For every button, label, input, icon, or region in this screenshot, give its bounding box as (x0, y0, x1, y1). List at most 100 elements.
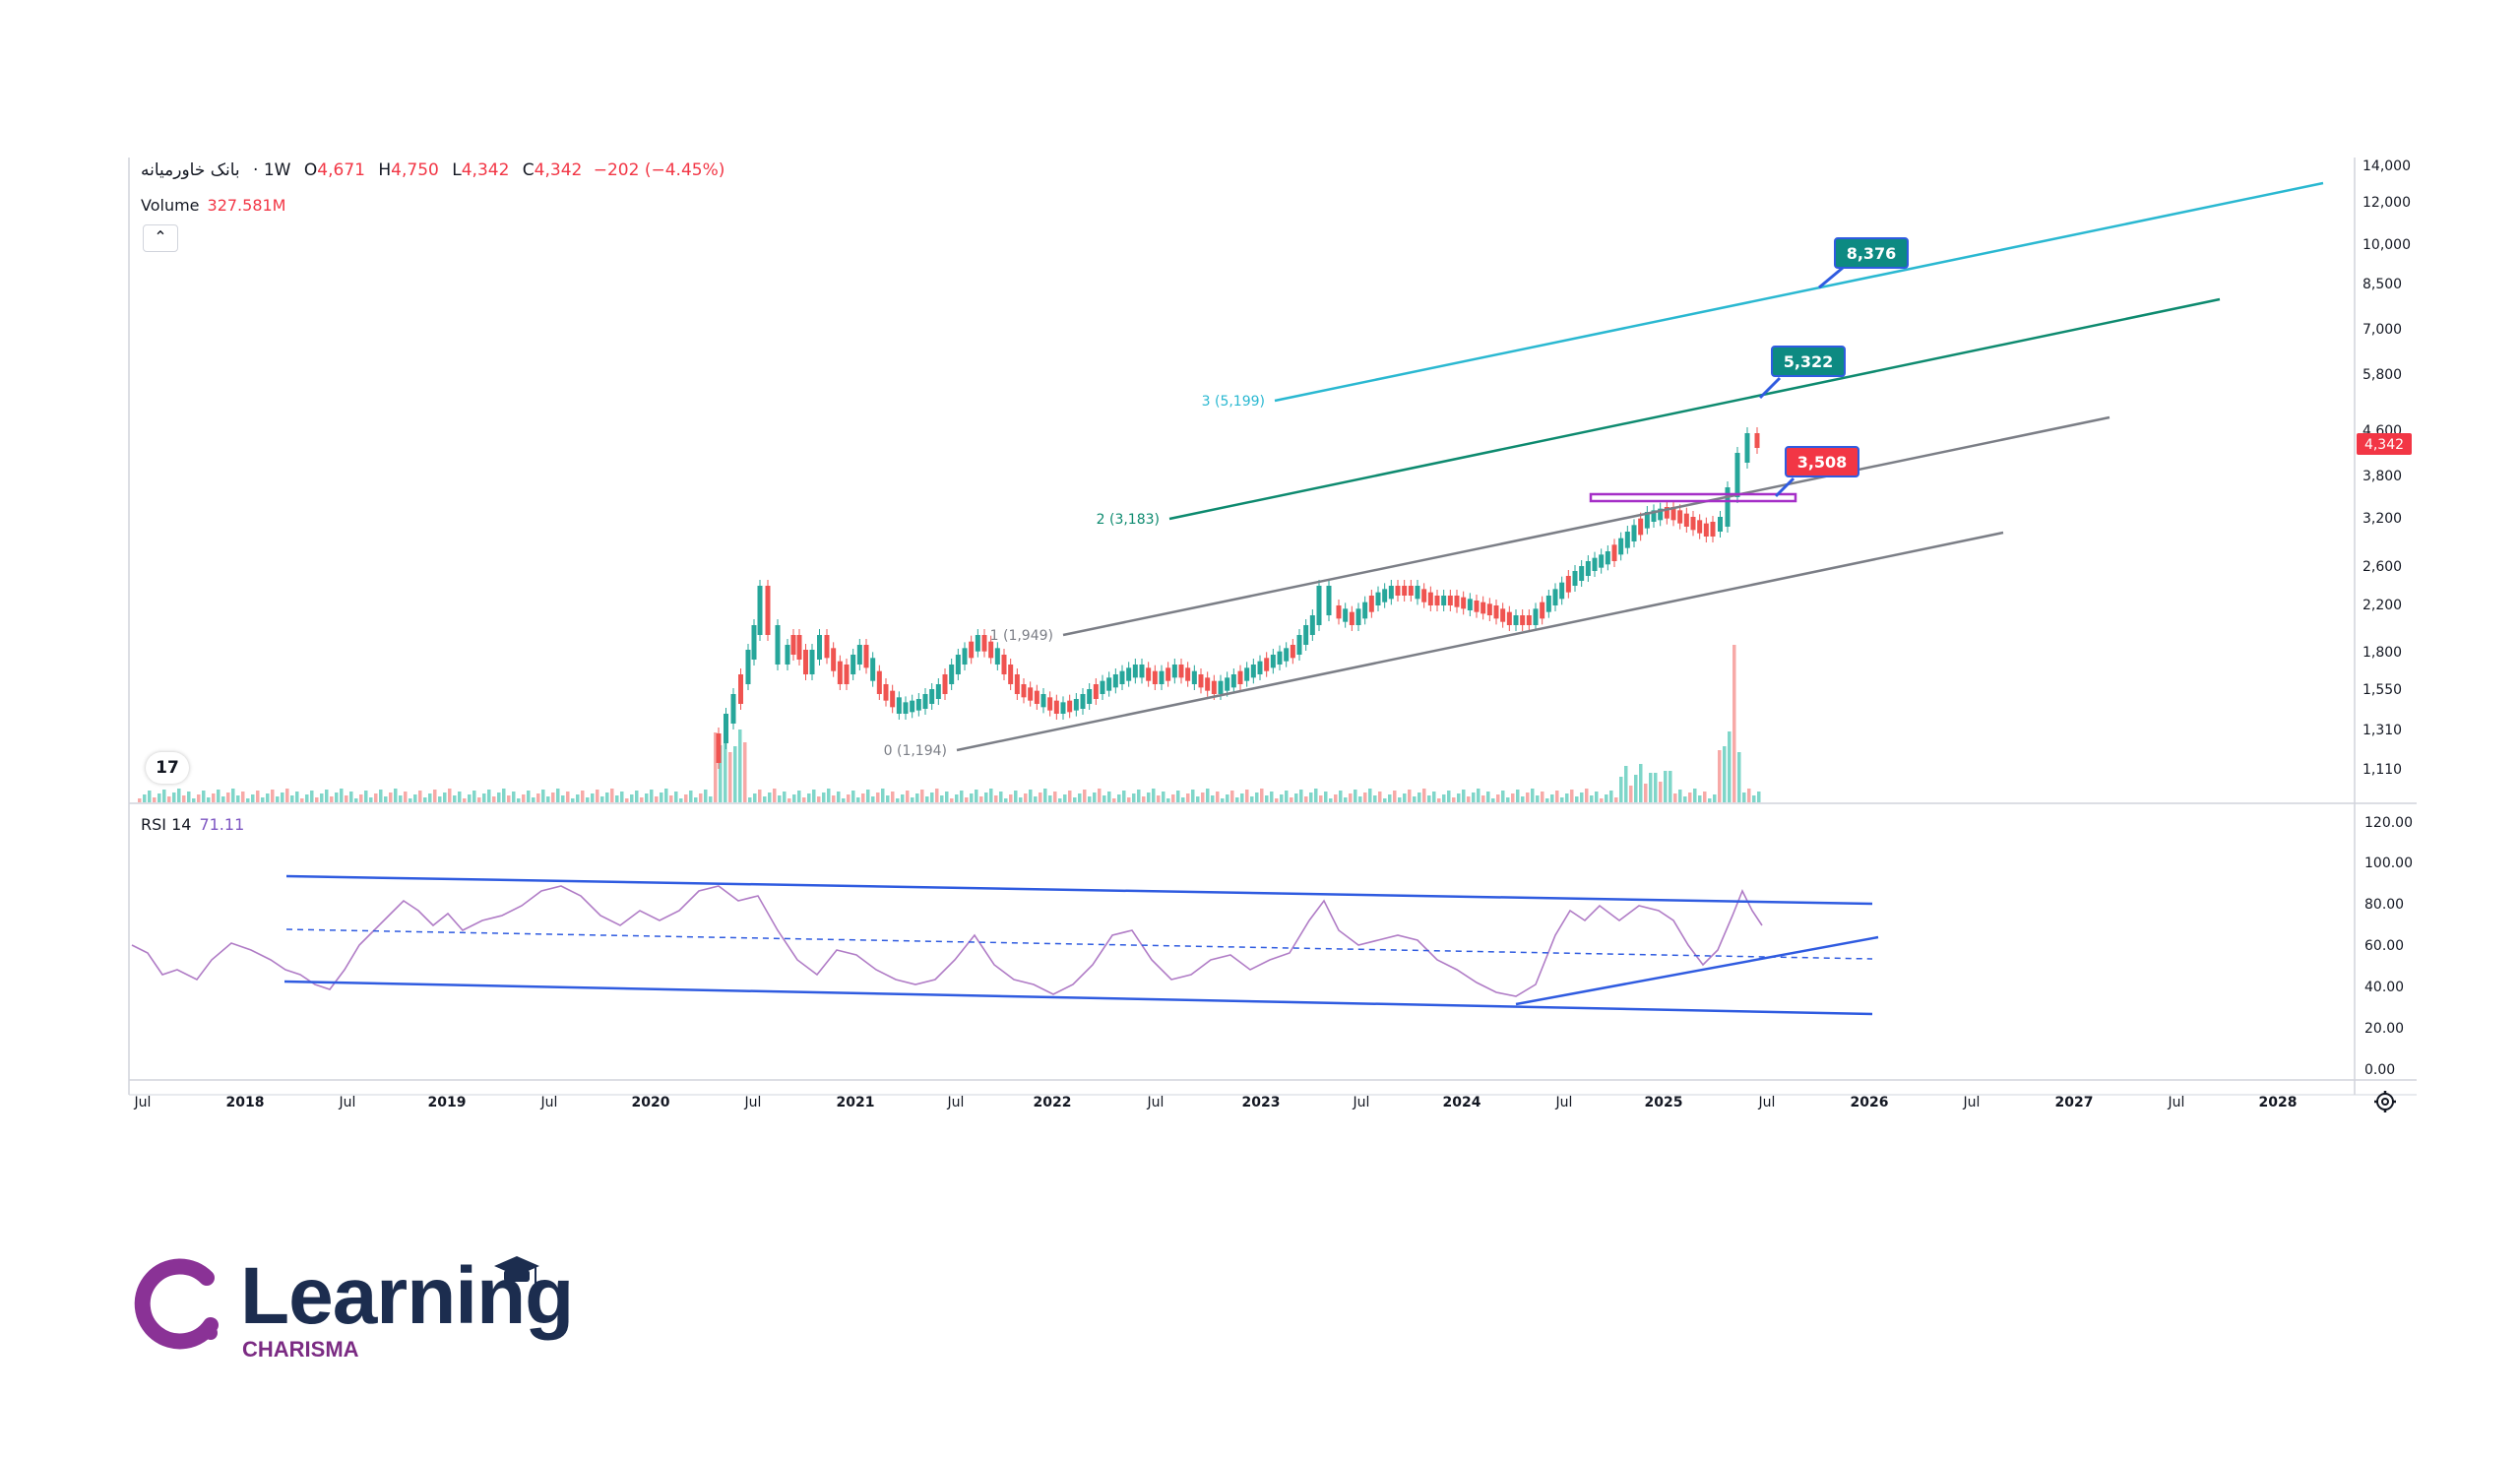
fib-line-1[interactable] (1062, 415, 2110, 637)
time-label: Jul (1147, 1095, 1165, 1110)
volume-bar (1477, 789, 1480, 802)
volume-bar (477, 797, 481, 802)
volume-bar (295, 792, 299, 802)
volume-bar (817, 796, 821, 802)
volume-bar (571, 798, 575, 802)
volume-bar (994, 795, 998, 802)
candle-body (1434, 596, 1440, 605)
volume-bar (1043, 789, 1047, 802)
volume-bar (1191, 790, 1195, 802)
candle-body (890, 690, 896, 708)
volume-bar (984, 792, 988, 802)
candle-body (809, 650, 815, 674)
candle-body (1080, 694, 1086, 709)
target-callout-5322[interactable]: 5,322 (1758, 346, 1846, 400)
volume-bar (1531, 789, 1535, 802)
volume-bar (463, 798, 467, 802)
time-axis[interactable]: Jul 2018 Jul 2019 Jul 2020 Jul 2021 Jul … (134, 1095, 2298, 1110)
time-label: 2027 (2055, 1095, 2094, 1110)
collapse-button[interactable]: ⌃ (143, 224, 178, 252)
volume-bar (1275, 798, 1279, 802)
volume-bar (699, 793, 703, 802)
candle-body (1067, 700, 1073, 713)
candle-body (1677, 510, 1683, 524)
candle-body (1132, 665, 1138, 678)
volume-bar (315, 797, 319, 802)
volume-bar (261, 797, 265, 802)
rsi-upper-trendline[interactable] (285, 874, 1873, 906)
tradingview-logo[interactable]: 17 (146, 752, 189, 784)
volume-bar (915, 793, 919, 802)
candle-body (1001, 655, 1007, 674)
rsi-axis[interactable]: 120.00 100.00 80.00 60.00 40.00 20.00 0.… (2364, 815, 2413, 1078)
target-callout-8376[interactable]: 8,376 (1818, 237, 1909, 289)
volume-bar (1112, 798, 1116, 802)
volume-bar (748, 797, 752, 802)
volume-bar (842, 798, 846, 802)
rsi-legend[interactable]: RSI 14 71.11 (141, 815, 244, 834)
candle-body (1572, 571, 1578, 586)
fib-line-3[interactable] (1274, 181, 2324, 403)
fib-line-0[interactable] (956, 531, 2004, 752)
candle-body (1454, 596, 1460, 607)
candle-body (1211, 680, 1217, 694)
candle-body (1349, 611, 1354, 625)
candle-body (1028, 687, 1034, 701)
volume-bar (1619, 777, 1623, 802)
volume-bar (1216, 792, 1220, 802)
volume-bar (1688, 792, 1692, 802)
target-callout-3508[interactable]: 3,508 (1774, 446, 1859, 498)
volume-bar (960, 791, 964, 802)
low-value: 4,342 (461, 160, 510, 180)
volume-bar (468, 794, 472, 802)
volume-bar (330, 796, 334, 802)
gear-icon[interactable] (2374, 1091, 2396, 1112)
candle-body (1618, 538, 1624, 555)
rsi-lower-trendline[interactable] (284, 980, 1873, 1016)
volume-bar (1058, 798, 1062, 802)
rsi-mid-trendline[interactable] (285, 928, 1873, 960)
candle-body (824, 635, 830, 659)
candle-body (1624, 532, 1630, 548)
volume-bar (207, 797, 211, 802)
volume-bar (1609, 791, 1613, 802)
volume-bar (1063, 794, 1067, 802)
symbol-legend[interactable]: بانک خاورمیانه · 1W O4,671 H4,750 L4,342… (141, 160, 724, 180)
fib-line-2[interactable] (1168, 297, 2221, 521)
candle-body (1579, 566, 1585, 581)
volume-bar (1132, 793, 1136, 802)
volume-bar (1595, 792, 1599, 802)
volume-bar (1152, 789, 1156, 802)
volume-bar (1127, 797, 1131, 802)
candle-body (757, 586, 763, 635)
volume-bar (374, 793, 378, 802)
volume-bar (714, 732, 718, 802)
price-tick: 12,000 (2362, 195, 2411, 211)
price-axis[interactable]: 14,000 12,000 10,000 8,500 7,000 5,800 4… (2357, 158, 2412, 778)
candle-body (1290, 645, 1295, 659)
volume-bar (1393, 791, 1397, 802)
candle-body (1205, 677, 1211, 691)
time-label: Jul (2168, 1095, 2185, 1110)
price-tick: 1,110 (2362, 762, 2402, 778)
candle-body (1100, 680, 1105, 694)
volume-bar (1432, 792, 1436, 802)
rsi-rising-trendline[interactable] (1515, 935, 1879, 1006)
candle-body (1552, 589, 1558, 605)
volume-bar (1324, 792, 1328, 802)
candle-body (1191, 670, 1197, 684)
volume-bar (1693, 789, 1697, 802)
volume-bar (615, 795, 619, 802)
resistance-box[interactable] (1589, 492, 1797, 503)
volume-bar (202, 791, 206, 802)
volume-bar (1481, 795, 1485, 802)
volume-bar (1511, 793, 1515, 802)
candle-body (942, 674, 948, 694)
candle-body (1218, 680, 1224, 694)
volume-bar (359, 794, 363, 802)
volume-legend[interactable]: Volume 327.581M (141, 196, 285, 215)
candle-body (1284, 648, 1290, 662)
volume-bar (1088, 796, 1092, 802)
